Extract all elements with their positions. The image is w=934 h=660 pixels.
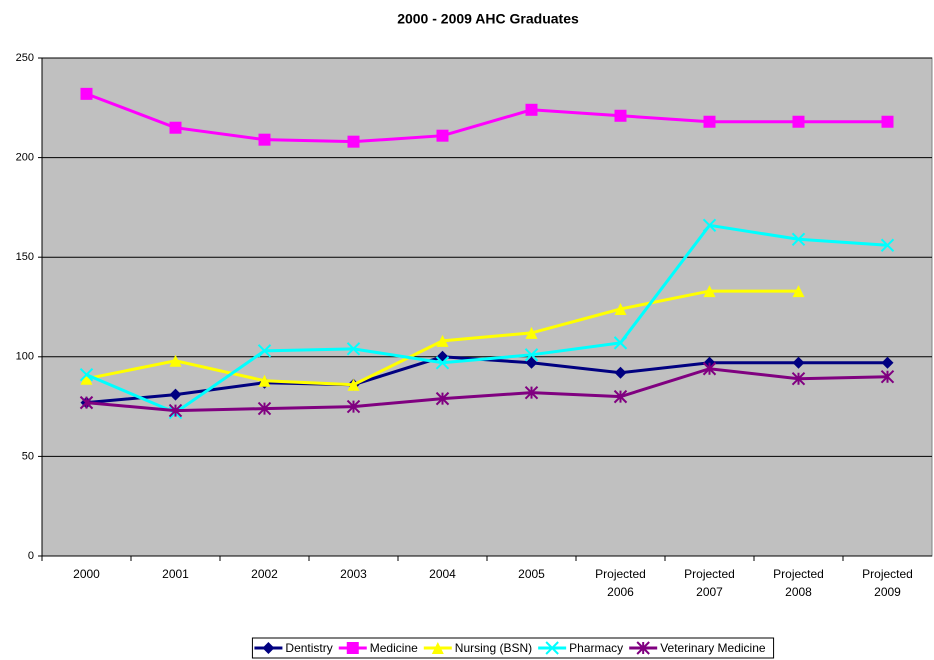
marker <box>436 129 449 142</box>
marker <box>262 642 275 654</box>
marker <box>347 135 360 148</box>
marker <box>435 356 450 370</box>
marker <box>80 372 93 385</box>
x-tick-label: Projected 2006 <box>595 567 646 599</box>
x-tick-label: 2002 <box>251 567 278 581</box>
marker <box>791 232 806 246</box>
marker <box>525 103 538 116</box>
marker <box>880 238 895 252</box>
legend-label: Medicine <box>370 641 418 655</box>
x-tick-label: 2003 <box>340 567 367 581</box>
x-tick-label: 2005 <box>518 567 545 581</box>
chart-title: 2000 - 2009 AHC Graduates <box>397 11 579 27</box>
marker <box>636 641 650 655</box>
marker <box>613 389 628 404</box>
marker <box>524 348 539 362</box>
marker <box>258 133 271 146</box>
marker <box>257 344 272 358</box>
marker <box>346 342 361 356</box>
marker <box>80 87 93 100</box>
legend-label: Dentistry <box>285 641 332 655</box>
marker <box>614 109 627 122</box>
legend-item: Nursing (BSN) <box>423 641 532 655</box>
x-tick-label: 2000 <box>73 567 100 581</box>
legend-label: Nursing (BSN) <box>455 641 532 655</box>
marker <box>436 334 449 347</box>
marker <box>613 336 628 350</box>
marker <box>169 354 182 367</box>
x-tick-label: Projected 2008 <box>773 567 824 599</box>
marker <box>881 115 894 128</box>
series-line <box>85 223 888 415</box>
marker <box>791 372 806 386</box>
legend-label: Veterinary Medicine <box>660 641 766 655</box>
x-tick-label: Projected 2007 <box>684 567 735 599</box>
series-line <box>85 92 888 144</box>
marker <box>346 399 361 414</box>
marker <box>880 370 895 384</box>
legend-item: Veterinary Medicine <box>629 641 766 655</box>
marker <box>702 218 717 233</box>
x-tick-label: 2001 <box>162 567 189 581</box>
marker <box>168 403 183 418</box>
marker <box>792 285 805 298</box>
marker <box>258 374 271 387</box>
marker <box>881 356 894 369</box>
marker <box>79 368 94 382</box>
legend-item: Pharmacy <box>538 641 623 655</box>
marker <box>169 388 182 401</box>
marker <box>435 391 450 406</box>
series-line <box>86 367 888 413</box>
y-tick-label: 100 <box>16 351 34 363</box>
marker <box>545 641 559 655</box>
y-tick-label: 150 <box>16 251 34 263</box>
marker <box>79 395 94 410</box>
x-tick-label: 2004 <box>429 567 456 581</box>
marker <box>792 356 805 369</box>
marker <box>169 121 182 134</box>
marker <box>614 302 627 315</box>
legend-item: Medicine <box>338 641 418 655</box>
marker <box>703 285 716 298</box>
marker <box>524 385 539 400</box>
y-tick-label: 250 <box>16 52 34 64</box>
marker <box>346 642 359 654</box>
marker <box>257 401 272 416</box>
plot-area <box>41 57 933 557</box>
marker <box>792 115 805 128</box>
x-tick-label: Projected 2009 <box>862 567 913 599</box>
legend-label: Pharmacy <box>569 641 623 655</box>
marker <box>431 642 444 654</box>
marker <box>525 356 538 369</box>
legend: Dentistry Medicine Nursing (BSN) Pharmacy Ve… <box>251 637 775 659</box>
marker <box>703 115 716 128</box>
marker <box>525 326 538 339</box>
marker <box>702 362 717 376</box>
marker <box>347 378 360 391</box>
y-tick-label: 50 <box>22 450 34 462</box>
y-tick-label: 200 <box>16 152 34 164</box>
legend-item: Dentistry <box>254 641 333 655</box>
marker <box>614 366 627 379</box>
y-tick-label: 0 <box>28 550 34 562</box>
